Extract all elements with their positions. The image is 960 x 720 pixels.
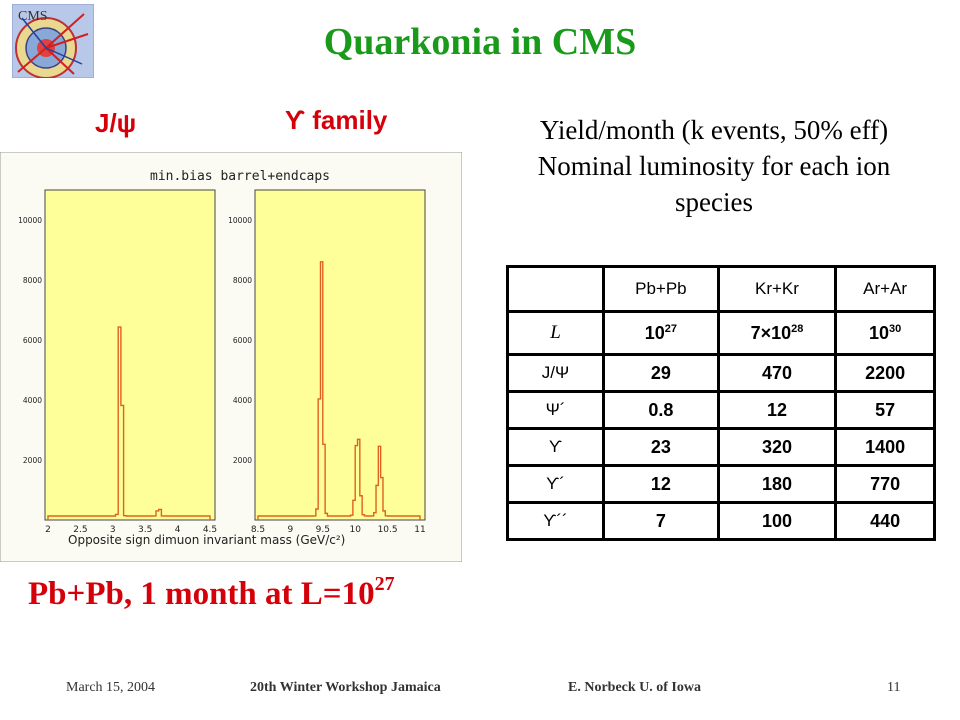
yield-description: Yield/month (k events, 50% eff) Nominal … [496,112,932,220]
svg-text:CMS: CMS [18,9,48,24]
row-label: ϒ´ [506,464,605,504]
cell-pbpb: 29 [602,353,720,393]
dimuon-mass-histogram: min.bias barrel+endcaps 2000 4000 6000 8000… [0,152,462,562]
x-tick-label: 9.5 [316,525,330,535]
table-header-arar: Ar+Ar [834,265,936,313]
yield-line-2: Nominal luminosity for each ion [537,151,891,181]
x-tick-label: 10 [349,525,361,535]
jpsi-panel [44,189,216,521]
plot-xlabel: Opposite sign dimuon invariant mass (GeV… [68,533,345,547]
yield-line-3: species [675,187,753,217]
x-tick-label: 4 [175,525,181,535]
cell-arar: 770 [834,464,936,504]
x-tick-label: 3.5 [138,525,152,535]
slide-title: Quarkonia in CMS [323,21,637,63]
footer-date: March 15, 2004 [66,680,156,695]
cell-pbpb: 12 [602,464,720,504]
x-tick-label: 9 [288,525,294,535]
cell-krkr: 470 [716,353,838,393]
row-label: J/Ψ [506,353,605,393]
x-tick-label: 3 [110,525,116,535]
footer-workshop: 20th Winter Workshop Jamaica [250,680,441,695]
caption-pbpb-month: Pb+Pb, 1 month at L=1027 [28,573,395,612]
table-row: Ψ´ 0.8 12 57 [506,390,936,430]
cell-arar: 1400 [834,427,936,467]
luminosity-krkr: 7×1028 [716,310,838,356]
y-tick-label: 8000 [23,276,42,285]
table-header-pbpb: Pb+Pb [602,265,720,313]
y-tick-label: 6000 [23,336,42,345]
x-tick-label: 2 [45,525,51,535]
table-row-luminosity: L 1027 7×1028 1030 [506,310,936,356]
cell-pbpb: 0.8 [602,390,720,430]
y-tick-label: 6000 [233,336,252,345]
row-label: ϒ´´ [506,501,605,541]
footer-page-number: 11 [887,680,901,695]
row-label: Ψ´ [506,390,605,430]
luminosity-pbpb: 1027 [602,310,720,356]
cell-krkr: 180 [716,464,838,504]
cell-krkr: 100 [716,501,838,541]
upsilon-panel [254,189,426,521]
cell-arar: 2200 [834,353,936,393]
luminosity-label: L [506,310,605,356]
table-row: ϒ´´ 7 100 440 [506,501,936,541]
table-header-krkr: Kr+Kr [716,265,838,313]
upsilon-histogram-line [257,261,421,520]
y-tick-label: 8000 [233,276,252,285]
x-tick-label: 11 [414,525,425,535]
y-tick-label: 2000 [233,456,252,465]
table-row: ϒ´ 12 180 770 [506,464,936,504]
cell-pbpb: 23 [602,427,720,467]
x-tick-label: 2.5 [73,525,87,535]
y-tick-label: 4000 [23,396,42,405]
upsilon-plot-label: ϒ family [285,105,388,135]
y-tick-label: 4000 [233,396,252,405]
table-row: ϒ 23 320 1400 [506,427,936,467]
slide-footer: March 15, 2004 20th Winter Workshop Jama… [0,680,960,706]
footer-author: E. Norbeck U. of Iowa [568,680,701,695]
luminosity-arar: 1030 [834,310,936,356]
table-row: J/Ψ 29 470 2200 [506,353,936,393]
cell-arar: 57 [834,390,936,430]
y-tick-label: 2000 [23,456,42,465]
cell-krkr: 12 [716,390,838,430]
yield-table: Pb+Pb Kr+Kr Ar+Ar L 1027 7×1028 1030 J/Ψ… [506,265,936,541]
x-tick-label: 4.5 [203,525,217,535]
plot-header: min.bias barrel+endcaps [150,169,330,184]
table-header-empty [506,265,605,313]
y-tick-label: 10000 [228,216,252,225]
yield-line-1: Yield/month (k events, 50% eff) [539,115,889,145]
x-tick-label: 10.5 [378,525,398,535]
jpsi-histogram-line [47,326,211,520]
y-tick-label: 10000 [18,216,42,225]
cms-logo: CMS [12,4,94,78]
cell-arar: 440 [834,501,936,541]
cell-pbpb: 7 [602,501,720,541]
jpsi-plot-label: J/ψ [95,108,137,138]
row-label: ϒ [506,427,605,467]
table-header-row: Pb+Pb Kr+Kr Ar+Ar [506,265,936,313]
x-tick-label: 8.5 [251,525,265,535]
cell-krkr: 320 [716,427,838,467]
